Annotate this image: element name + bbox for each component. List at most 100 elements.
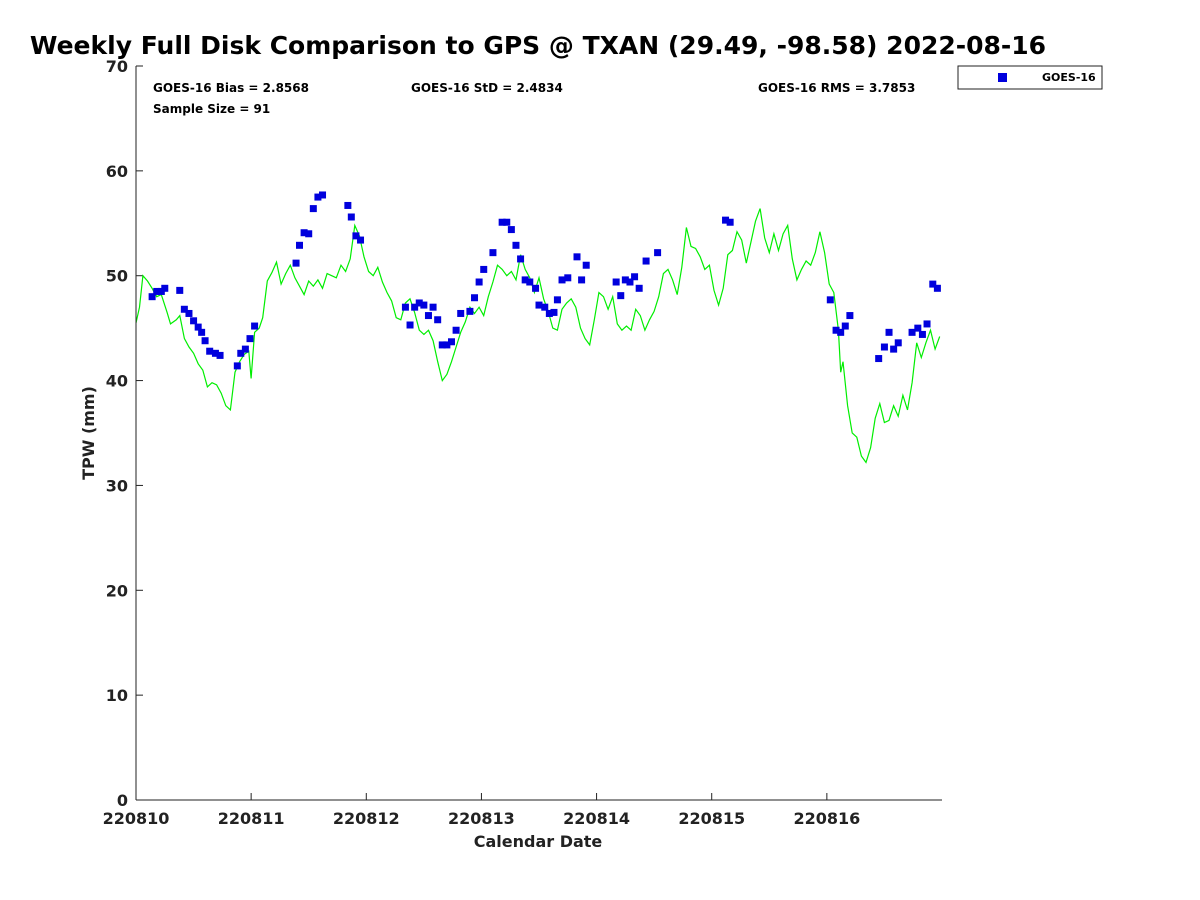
goes16-point: [545, 309, 553, 317]
goes16-point: [415, 299, 423, 307]
x-tick-label: 220811: [218, 809, 285, 828]
goes16-point: [185, 309, 193, 317]
x-tick-label: 220814: [563, 809, 630, 828]
goes16-point: [480, 265, 488, 273]
goes16-point: [296, 241, 304, 249]
goes16-point: [654, 249, 662, 257]
goes16-point: [521, 276, 529, 284]
goes16-point: [631, 273, 639, 281]
goes16-point: [553, 296, 561, 304]
goes16-point: [411, 303, 419, 311]
goes16-point: [471, 294, 479, 302]
goes16-point: [211, 349, 219, 357]
goes16-point: [541, 303, 549, 311]
goes16-point: [237, 349, 245, 357]
rms-stat: GOES-16 RMS = 3.7853: [758, 81, 915, 95]
goes16-point: [923, 320, 931, 328]
goes16-point: [401, 303, 409, 311]
goes16-point: [929, 280, 937, 288]
goes16-point: [558, 276, 566, 284]
goes16-point: [443, 341, 451, 349]
chart-title: Weekly Full Disk Comparison to GPS @ TXA…: [30, 31, 1046, 60]
goes16-point: [722, 216, 730, 224]
goes16-point: [498, 218, 506, 226]
goes16-point: [148, 293, 156, 301]
goes16-point: [292, 259, 300, 267]
y-tick-label: 20: [106, 581, 128, 600]
std-stat: GOES-16 StD = 2.4834: [411, 81, 563, 95]
goes16-point: [251, 322, 259, 330]
y-tick-label: 40: [106, 372, 128, 391]
goes16-point: [908, 328, 916, 336]
goes16-point: [198, 328, 206, 336]
x-tick-label: 220816: [793, 809, 860, 828]
goes16-point: [420, 301, 428, 309]
goes16-point: [564, 274, 572, 282]
goes16-point: [153, 287, 161, 295]
goes16-point: [180, 305, 188, 313]
goes16-point: [626, 278, 634, 286]
goes16-point: [489, 249, 497, 257]
goes16-point: [406, 321, 414, 329]
goes16-point: [194, 323, 202, 331]
goes16-point: [475, 278, 483, 286]
goes16-point: [582, 261, 590, 269]
goes16-point: [352, 232, 360, 240]
goes16-point: [216, 351, 224, 359]
goes16-point: [512, 241, 520, 249]
x-axis-title: Calendar Date: [474, 832, 603, 851]
goes16-point: [201, 337, 209, 345]
plot-area: [136, 66, 942, 800]
y-tick-label: 50: [106, 267, 128, 286]
y-tick-label: 10: [106, 686, 128, 705]
goes16-point: [517, 255, 525, 263]
goes16-point: [885, 328, 893, 336]
bias-stat: GOES-16 Bias = 2.8568: [153, 81, 309, 95]
goes16-point: [550, 308, 558, 316]
goes16-point: [880, 343, 888, 351]
goes16-point: [447, 338, 455, 346]
goes16-point: [176, 286, 184, 294]
goes16-point: [466, 307, 474, 315]
goes16-point: [319, 191, 327, 199]
goes16-point: [347, 213, 355, 221]
goes16-point: [933, 284, 941, 292]
goes16-point: [503, 218, 511, 226]
goes16-point: [846, 312, 854, 320]
goes16-point: [635, 284, 643, 292]
goes16-point: [621, 276, 629, 284]
goes16-point: [642, 257, 650, 265]
goes16-point: [305, 230, 313, 238]
goes16-point: [507, 226, 515, 234]
goes16-point: [918, 330, 926, 338]
goes16-point: [246, 335, 254, 343]
legend-box: [957, 65, 1103, 90]
y-tick-label: 60: [106, 162, 128, 181]
goes16-point: [300, 229, 308, 237]
legend-marker: [998, 73, 1007, 82]
goes16-point: [832, 326, 840, 334]
y-tick-label: 70: [106, 57, 128, 76]
goes16-point: [837, 328, 845, 336]
goes16-point: [894, 339, 902, 347]
goes16-point: [826, 296, 834, 304]
goes16-point: [429, 303, 437, 311]
goes16-point: [617, 292, 625, 300]
ticks: 0 10 20 30 40 50 60 70 220810 220811 220812 220813 2…: [103, 57, 861, 828]
goes16-point: [841, 322, 849, 330]
goes16-point: [914, 324, 922, 332]
goes16-point: [309, 205, 317, 213]
goes16-point: [233, 362, 241, 370]
goes16-point: [526, 278, 534, 286]
x-tick-label: 220812: [333, 809, 400, 828]
goes16-point: [357, 236, 365, 244]
goes16-point: [875, 355, 883, 363]
goes16-point: [241, 345, 249, 353]
legend: GOES-16: [957, 65, 1103, 90]
goes16-point: [726, 218, 734, 226]
goes16-point: [314, 193, 322, 201]
x-tick-label: 220815: [678, 809, 745, 828]
goes16-point: [890, 345, 898, 353]
goes16-point: [161, 284, 169, 292]
